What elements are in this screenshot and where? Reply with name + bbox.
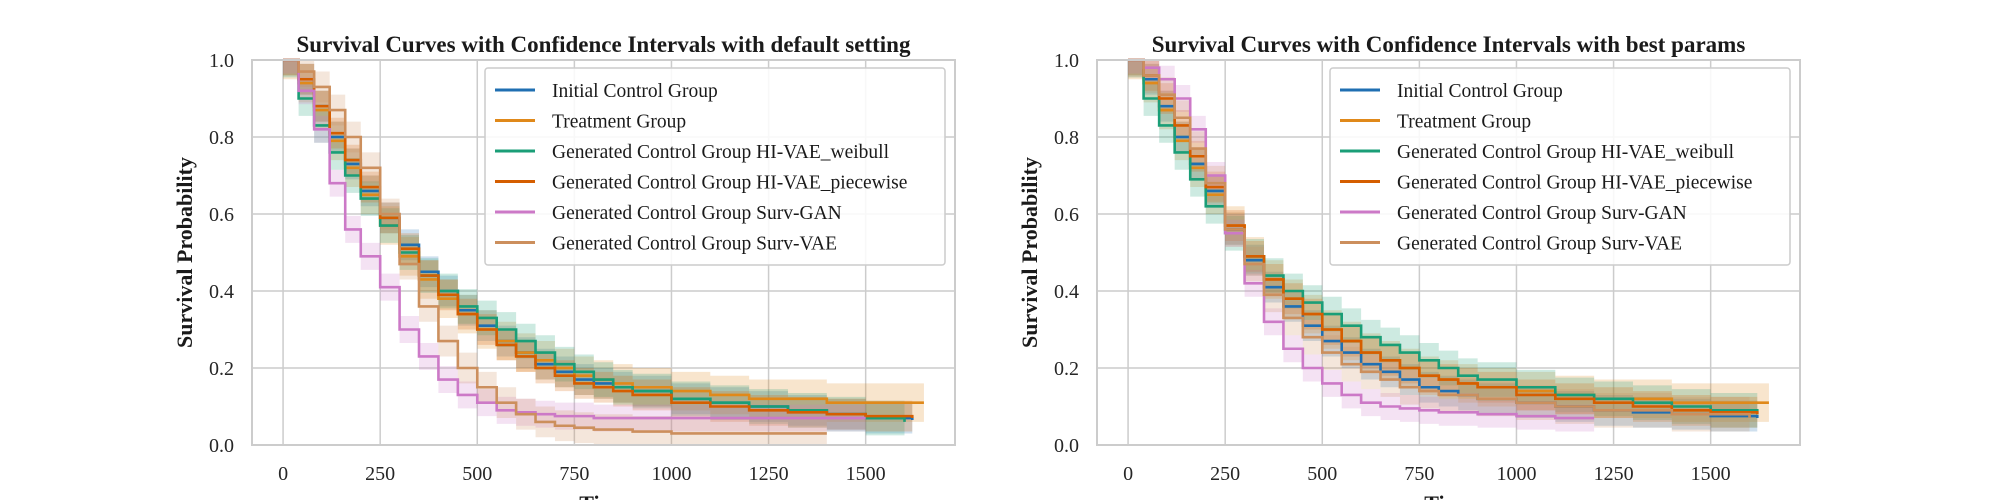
chart-panel-default-setting: 0 250 500 750 1000 1250 1500 0.0 0.2 0.4 0.6 0.8 1.0…: [172, 32, 956, 500]
chart-title: Survival Curves with Confidence Interval…: [1152, 32, 1746, 57]
ci-band-generated-control-group-surv-vae: [283, 60, 827, 445]
legend-label: Generated Control Group HI-VAE_piecewise: [1397, 173, 1752, 194]
ci-band-initial-control-group: [1128, 60, 1758, 434]
series-line-generated-control-group-surv-vae: [283, 58, 827, 435]
ci-band-generated-control-group-hi-vae-piecewise: [1128, 60, 1758, 430]
chart-title: Survival Curves with Confidence Interval…: [297, 32, 911, 57]
legend: Initial Control Group Treatment Group Gene…: [1329, 67, 1791, 266]
ci-band-generated-control-group-hi-vae-piecewise: [283, 60, 913, 434]
legend: Initial Control Group Treatment Group Gene…: [484, 67, 946, 266]
y-tick-label: 0.2: [209, 358, 234, 380]
x-tick-label: 0: [278, 463, 288, 485]
x-tick-label: 500: [1307, 463, 1337, 485]
ci-band-treatment-group: [283, 60, 924, 422]
y-tick-label: 0.6: [1054, 204, 1079, 226]
y-tick-label: 0.8: [209, 127, 234, 149]
series-line-generated-control-group-hi-vae-weibull: [1128, 58, 1759, 415]
series-line-generated-control-group-hi-vae-piecewise: [1128, 58, 1759, 415]
y-axis-label: Survival Probability: [1017, 157, 1042, 348]
ci-band-treatment-group: [1128, 60, 1769, 422]
y-tick-label: 0.6: [209, 204, 234, 226]
x-tick-label: 1500: [846, 463, 886, 485]
legend-label: Generated Control Group HI-VAE_weibull: [552, 142, 890, 163]
legend-label: Initial Control Group: [1397, 81, 1563, 102]
legend-label: Generated Control Group HI-VAE_weibull: [1397, 142, 1735, 163]
y-tick-label: 0.4: [209, 281, 234, 303]
series-line-generated-control-group-surv-gan: [283, 58, 866, 420]
series-line-generated-control-group-surv-gan: [1128, 58, 1595, 420]
legend-label: Treatment Group: [552, 112, 686, 133]
legend-label: Initial Control Group: [552, 81, 718, 102]
y-tick-label: 1.0: [1054, 50, 1079, 72]
series-line-treatment-group: [283, 58, 924, 404]
legend-label: Generated Control Group HI-VAE_piecewise: [552, 173, 907, 194]
ci-band-generated-control-group-surv-vae: [1128, 60, 1750, 436]
series-line-generated-control-group-surv-vae: [1128, 58, 1751, 419]
plot-area: [283, 58, 924, 445]
axes-frame: [1096, 59, 1801, 446]
legend-box: [1329, 67, 1791, 266]
legend-label: Generated Control Group Surv-VAE: [1397, 234, 1682, 255]
x-tick-label: 1000: [1496, 463, 1536, 485]
y-tick-label: 0.8: [1054, 127, 1079, 149]
series-line-generated-control-group-hi-vae-weibull: [283, 58, 906, 422]
legend-label: Treatment Group: [1397, 112, 1531, 133]
series-line-generated-control-group-hi-vae-piecewise: [283, 58, 914, 419]
y-tick-label: 0.4: [1054, 281, 1079, 303]
legend-label: Generated Control Group Surv-GAN: [552, 203, 842, 224]
legend-label: Generated Control Group Surv-VAE: [552, 234, 837, 255]
x-axis-label: Time: [579, 491, 628, 500]
chart-panel-best-params: 0 250 500 750 1000 1250 1500 0.0 0.2 0.4 0.6 0.8 1.0…: [1017, 32, 1801, 500]
x-tick-label: 500: [462, 463, 492, 485]
legend-label: Generated Control Group Surv-GAN: [1397, 203, 1687, 224]
y-tick-label: 0.2: [1054, 358, 1079, 380]
x-tick-label: 1000: [651, 463, 691, 485]
x-axis-label: Time: [1424, 491, 1473, 500]
plot-area: [1128, 58, 1769, 436]
y-tick-label: 0.0: [1054, 435, 1079, 457]
ci-band-generated-control-group-hi-vae-weibull: [1128, 60, 1758, 432]
x-tick-label: 750: [1404, 463, 1434, 485]
y-tick-label: 0.0: [209, 435, 234, 457]
x-tick-label: 250: [1210, 463, 1240, 485]
x-tick-label: 1250: [1594, 463, 1634, 485]
y-axis-label: Survival Probability: [172, 157, 197, 348]
x-tick-label: 1250: [749, 463, 789, 485]
x-tick-label: 250: [365, 463, 395, 485]
y-tick-label: 1.0: [209, 50, 234, 72]
x-tick-label: 1500: [1691, 463, 1731, 485]
legend-box: [484, 67, 946, 266]
x-tick-label: 0: [1123, 463, 1133, 485]
x-tick-label: 750: [559, 463, 589, 485]
axes-frame: [251, 59, 956, 446]
